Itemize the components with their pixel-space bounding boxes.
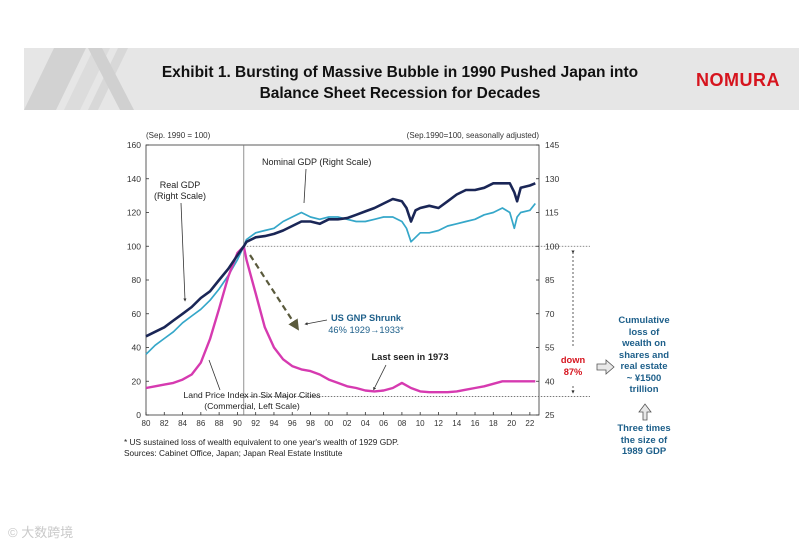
us-gnp-dashed-arrow	[249, 254, 299, 331]
left-tick-label: 100	[127, 241, 141, 251]
right-tick-label: 70	[545, 309, 555, 319]
cumulative-line-2: loss of	[628, 326, 660, 338]
real-gdp-label-2: (Right Scale)	[154, 191, 206, 201]
right-tick-label: 130	[545, 174, 559, 184]
right-tick-label: 115	[545, 208, 559, 218]
cumulative-line-5: real estate	[620, 361, 668, 372]
x-tick-label: 90	[233, 419, 242, 428]
cumulative-line-1: Cumulative	[618, 315, 670, 326]
nominal-gdp-line	[145, 182, 536, 338]
banner-stripes-decoration	[24, 48, 134, 110]
right-tick-label: 40	[545, 376, 555, 386]
x-tick-label: 04	[361, 419, 370, 428]
x-tick-label: 02	[343, 419, 352, 428]
three-times-line-1: Three times	[617, 423, 671, 434]
x-tick-label: 18	[489, 419, 498, 428]
cumulative-line-7: trillion	[629, 384, 659, 395]
three-times-line-3: 1989 GDP	[621, 446, 667, 457]
footnote-line-1: * US sustained loss of wealth equivalent…	[124, 437, 399, 447]
series-layer	[145, 182, 536, 394]
left-tick-label: 20	[132, 376, 142, 386]
x-tick-label: 86	[196, 419, 205, 428]
left-tick-label: 40	[132, 343, 142, 353]
footnote: * US sustained loss of wealth equivalent…	[124, 437, 399, 459]
cumulative-loss-text: Cumulative loss of wealth on shares and …	[606, 315, 682, 396]
left-axis-note: (Sep. 1990 = 100)	[146, 131, 211, 140]
land-price-label-1: Land Price Index in Six Major Cities	[183, 390, 321, 400]
x-tick-label: 16	[471, 419, 480, 428]
x-tick-label: 22	[525, 419, 534, 428]
x-tick-label: 82	[160, 419, 169, 428]
x-tick-label: 20	[507, 419, 516, 428]
down-label-2: 87%	[564, 367, 583, 377]
brand-logo: NOMURA	[696, 70, 780, 90]
last-seen-label: Last seen in 1973	[372, 352, 449, 362]
land-price-pointer	[208, 359, 221, 391]
cumulative-line-3: wealth on	[622, 338, 666, 349]
x-tick-label: 80	[142, 419, 151, 428]
left-axis-ticks: 0 20 40 60 80 100 120 140 160	[127, 140, 149, 420]
us-gnp-pointer	[304, 319, 328, 326]
left-tick-label: 120	[127, 208, 141, 218]
down-label-1: down	[561, 355, 586, 365]
x-axis-ticks: 80 82 84 86 88 90 92 94 96 98 00 02 04 06 08 10 12 14 16 18…	[142, 412, 535, 428]
right-arrow-icon	[596, 359, 615, 375]
x-tick-label: 12	[434, 419, 443, 428]
watermark: © 大数跨境	[8, 525, 74, 540]
x-tick-label: 00	[324, 419, 333, 428]
title-banner	[24, 48, 799, 110]
us-gnp-label-1: US GNP Shrunk	[331, 313, 402, 323]
left-tick-label: 60	[132, 309, 142, 319]
left-tick-label: 140	[127, 174, 141, 184]
x-tick-label: 10	[416, 419, 425, 428]
left-tick-label: 0	[136, 410, 141, 420]
three-times-line-2: the size of	[620, 434, 668, 446]
last-seen-pointer	[373, 364, 387, 391]
x-tick-label: 14	[452, 419, 461, 428]
x-tick-label: 92	[251, 419, 260, 428]
right-tick-label: 100	[545, 241, 559, 251]
x-tick-label: 06	[379, 419, 388, 428]
right-tick-label: 25	[545, 410, 555, 420]
title-line-2: Balance Sheet Recession for Decades	[259, 85, 541, 102]
right-tick-label: 55	[545, 343, 555, 353]
x-tick-label: 96	[288, 419, 297, 428]
left-tick-label: 160	[127, 140, 141, 150]
up-arrow-icon	[638, 403, 652, 421]
cumulative-line-4: shares and	[618, 349, 670, 361]
real-gdp-label-1: Real GDP	[160, 180, 201, 190]
right-tick-label: 145	[545, 140, 559, 150]
three-times-text: Three times the size of 1989 GDP	[606, 423, 682, 458]
land-price-line	[145, 245, 536, 394]
x-tick-label: 84	[178, 419, 187, 428]
nominal-gdp-pointer	[303, 168, 307, 204]
right-axis-note: (Sep.1990=100, seasonally adjusted)	[407, 131, 540, 140]
right-tick-label: 85	[545, 275, 555, 285]
x-tick-label: 08	[397, 419, 406, 428]
x-tick-label: 98	[306, 419, 315, 428]
land-price-label-2: (Commercial, Left Scale)	[204, 401, 300, 411]
us-gnp-label-2: 46% 1929→1933*	[328, 325, 404, 335]
page-title: Exhibit 1. Bursting of Massive Bubble in…	[140, 62, 660, 104]
title-line-1: Exhibit 1. Bursting of Massive Bubble in…	[161, 64, 639, 81]
plot-frame	[145, 144, 540, 416]
reference-lines	[243, 145, 590, 415]
right-axis-ticks: 25 40 55 70 85 100 115 130 145	[536, 140, 559, 420]
cumulative-line-6: ~ ¥1500	[626, 372, 662, 384]
nominal-gdp-label: Nominal GDP (Right Scale)	[262, 157, 371, 167]
real-gdp-line	[145, 202, 536, 355]
real-gdp-pointer	[180, 202, 187, 302]
x-tick-label: 88	[215, 419, 224, 428]
x-tick-label: 94	[270, 419, 279, 428]
left-tick-label: 80	[132, 275, 142, 285]
footnote-line-2: Sources: Cabinet Office, Japan; Japan Re…	[124, 448, 343, 458]
